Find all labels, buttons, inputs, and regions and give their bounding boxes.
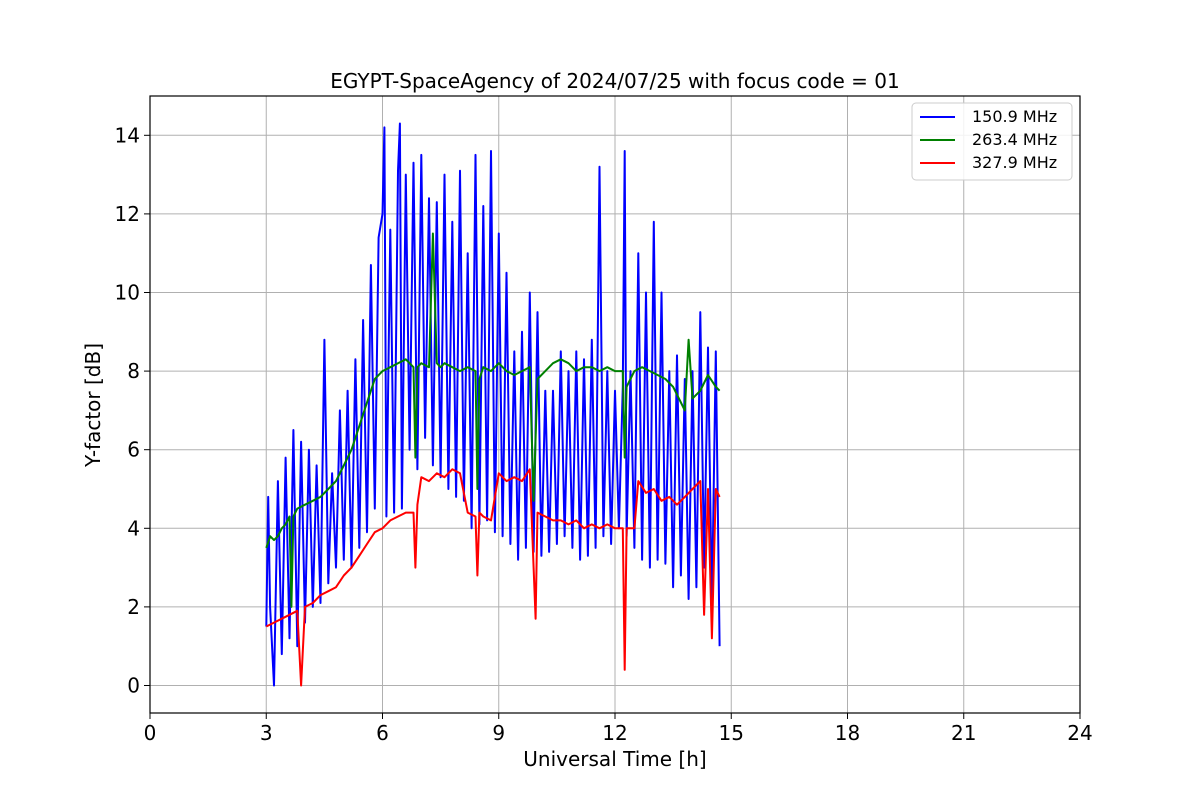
series-layer <box>265 122 721 687</box>
y-axis-ticks: 0 2 4 6 8 10 12 14 <box>115 123 150 697</box>
series-line-2 <box>265 232 721 608</box>
x-tick-label: 18 <box>835 721 860 745</box>
y-tick-label: 4 <box>127 516 140 540</box>
y-axis-label: Y-factor [dB] <box>81 343 105 468</box>
y-tick-label: 14 <box>115 123 140 147</box>
x-axis-ticks: 0 3 6 9 12 15 18 21 24 <box>144 713 1093 745</box>
x-tick-label: 12 <box>602 721 627 745</box>
y-tick-label: 2 <box>127 595 140 619</box>
y-tick-label: 12 <box>115 202 140 226</box>
chart-title: EGYPT-SpaceAgency of 2024/07/25 with foc… <box>330 69 899 93</box>
x-tick-label: 15 <box>719 721 744 745</box>
x-axis-label: Universal Time [h] <box>523 747 706 771</box>
legend-label-1: 150.9 MHz <box>972 107 1057 126</box>
x-tick-label: 0 <box>144 721 157 745</box>
series-line-3 <box>265 468 721 687</box>
series-line-1 <box>265 122 721 687</box>
legend-label-2: 263.4 MHz <box>972 130 1057 149</box>
legend-frame <box>911 102 1073 181</box>
x-tick-label: 21 <box>951 721 976 745</box>
legend-label-3: 327.9 MHz <box>972 153 1057 172</box>
y-tick-label: 10 <box>115 280 140 304</box>
legend: 150.9 MHz 263.4 MHz 327.9 MHz <box>911 102 1073 181</box>
x-tick-label: 6 <box>376 721 389 745</box>
x-tick-label: 9 <box>492 721 505 745</box>
y-tick-label: 6 <box>127 438 140 462</box>
x-tick-label: 3 <box>260 721 273 745</box>
y-tick-label: 8 <box>127 359 140 383</box>
y-tick-label: 0 <box>127 673 140 697</box>
x-tick-label: 24 <box>1067 721 1092 745</box>
